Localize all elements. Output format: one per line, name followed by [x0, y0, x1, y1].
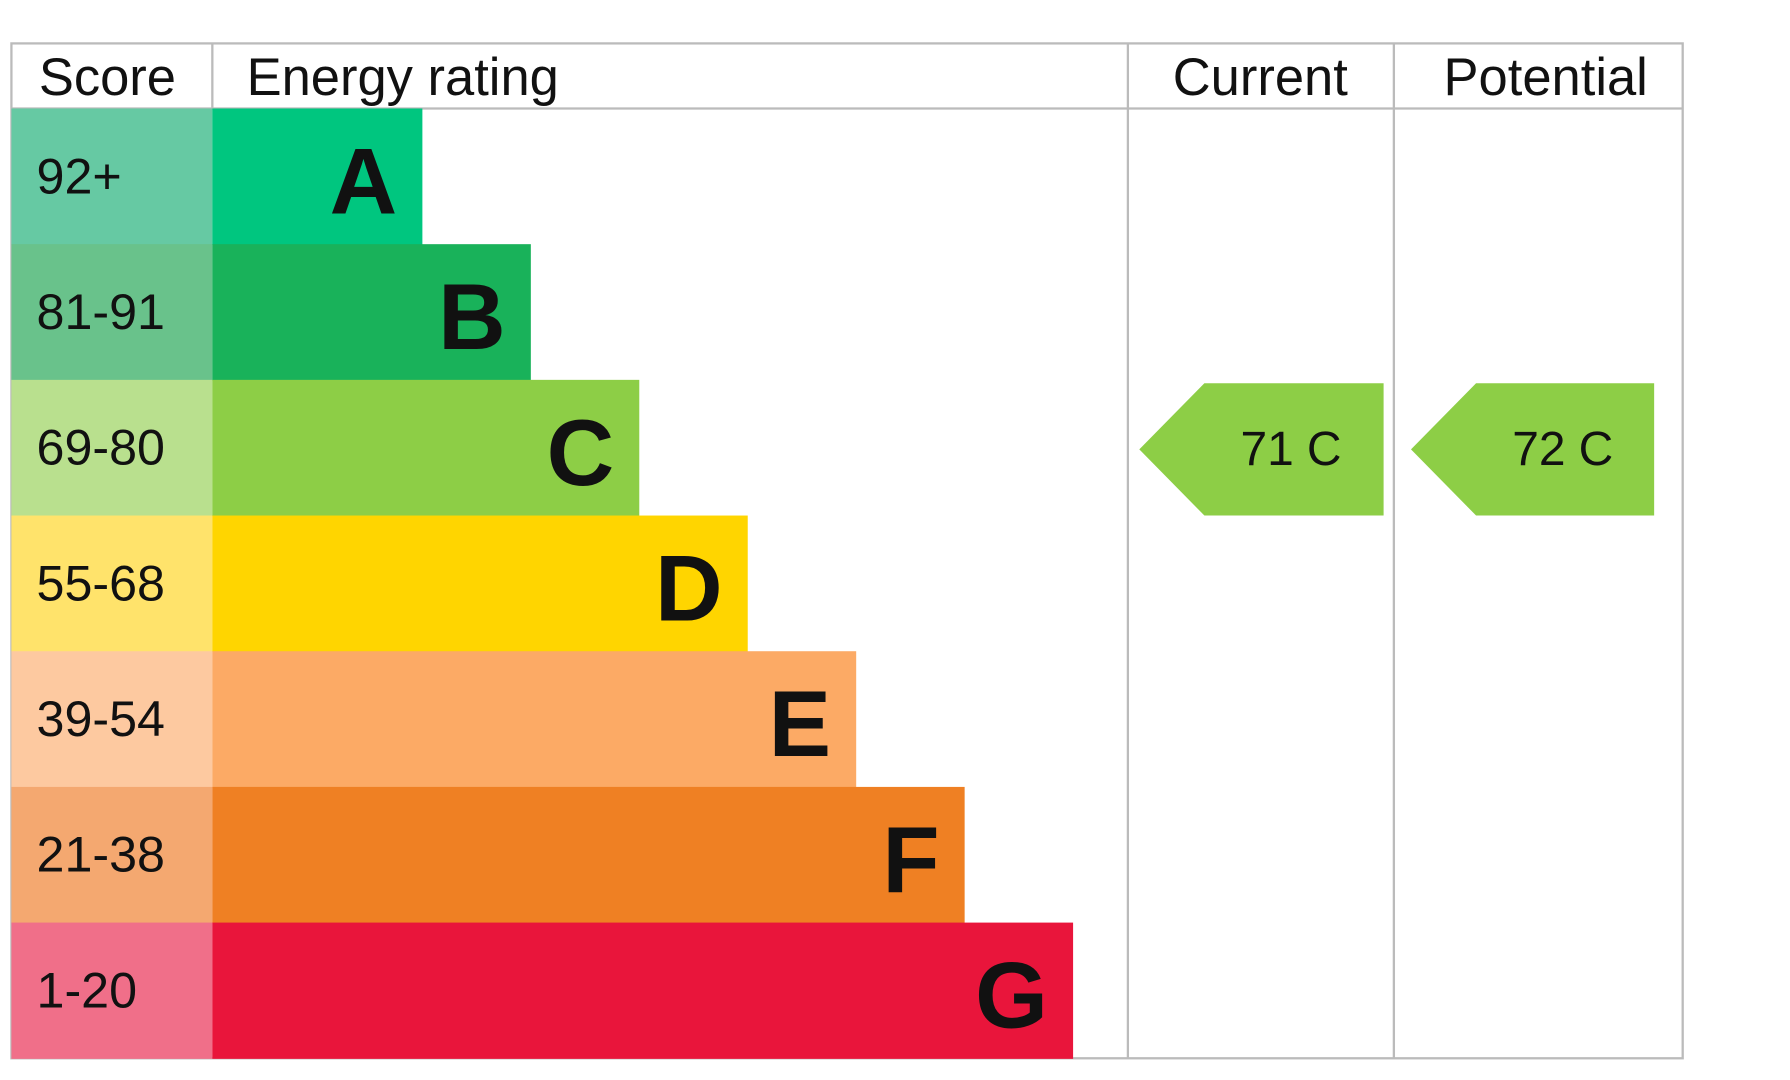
header-score: Score	[39, 48, 176, 107]
rating-bar	[212, 379, 640, 517]
score-cell	[11, 244, 213, 381]
current-band: C	[1307, 423, 1342, 476]
potential-band: C	[1579, 423, 1614, 476]
score-cell	[11, 379, 213, 517]
score-range: 81-91	[37, 284, 165, 340]
potential-arrow	[1410, 383, 1655, 516]
score-cell	[11, 651, 213, 788]
rating-bar	[212, 786, 965, 924]
potential-value: 72	[1512, 423, 1565, 476]
score-cell	[11, 922, 213, 1059]
score-cell	[11, 108, 213, 245]
header-current: Current	[1173, 48, 1348, 107]
band-letter: G	[975, 943, 1048, 1048]
rating-bar	[212, 922, 1074, 1059]
rating-bar	[212, 651, 857, 788]
score-range: 55-68	[37, 555, 165, 611]
score-range: 21-38	[37, 827, 165, 883]
rating-bar	[212, 244, 531, 381]
score-cell	[11, 786, 213, 924]
current-arrow	[1139, 383, 1384, 516]
rating-bar	[212, 108, 423, 245]
score-range: 69-80	[37, 420, 165, 476]
band-letter: A	[330, 128, 398, 233]
band-letter: E	[769, 671, 831, 776]
current-value: 71	[1240, 423, 1293, 476]
header-potential: Potential	[1444, 48, 1648, 107]
score-cell	[11, 515, 213, 652]
band-letter: F	[882, 807, 939, 912]
band-letter: B	[438, 264, 506, 369]
band-letter: D	[655, 535, 723, 640]
score-range: 39-54	[37, 691, 165, 747]
score-range: 92+	[37, 148, 122, 204]
score-range: 1-20	[37, 962, 138, 1018]
band-letter: C	[547, 400, 615, 505]
rating-bar	[212, 515, 748, 652]
header-rating: Energy rating	[247, 48, 559, 107]
